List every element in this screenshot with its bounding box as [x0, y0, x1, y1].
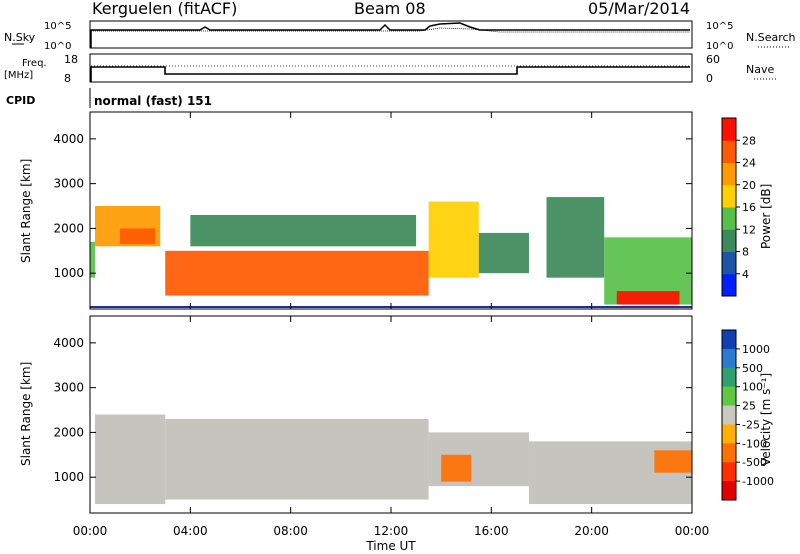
velocity-colorbar-swatch-1	[722, 348, 736, 369]
nsky-tick-bottom: 10^0	[44, 41, 71, 52]
velocity-colorbar-swatch-3	[722, 386, 736, 407]
beam-title: Beam 08	[354, 0, 426, 18]
nsky-label: N.Sky	[4, 31, 36, 44]
power-y-tick-label-1: 2000	[53, 221, 84, 235]
station-title: Kerguelen (fitACF)	[92, 0, 237, 18]
velocity-region-1	[165, 418, 429, 500]
freq-label: Freq.	[22, 58, 47, 69]
power-y-tick-label-2: 3000	[53, 177, 84, 191]
velocity-y-tick-label-1: 2000	[53, 425, 84, 439]
velocity-colorbar-label-2: 100	[742, 381, 763, 394]
velocity-colorbar-swatch-7	[722, 462, 736, 482]
velocity-colorbar-label-0: 1000	[742, 343, 770, 356]
power-y-tick-label-3: 4000	[53, 132, 84, 146]
nsearch-tick-bottom: 10^0	[706, 41, 733, 52]
velocity-y-label: Slant Range [km]	[19, 362, 33, 466]
x-tick-label-5: 20:00	[574, 524, 609, 538]
x-tick-label-4: 16:00	[474, 524, 509, 538]
x-tick-label-6: 00:00	[675, 524, 710, 538]
velocity-colorbar-swatch-4	[722, 405, 736, 425]
power-colorbar-swatch-5	[722, 162, 736, 186]
power-colorbar-label-6: 28	[742, 134, 756, 147]
velocity-colorbar-swatch-6	[722, 443, 736, 463]
cpid-label: CPID	[6, 94, 35, 107]
power-colorbar: 4 8 12 16 20 24 28	[721, 117, 756, 297]
power-colorbar-swatch-4	[722, 184, 736, 208]
power-colorbar-swatch-2	[722, 229, 736, 252]
sky-search-panel: N.Sky 10^5 10^0 10^5 10^0 N.Search	[4, 20, 796, 52]
power-y-label: Slant Range [km]	[19, 159, 33, 263]
power-colorbar-swatch-0	[722, 273, 736, 297]
x-tick-label-3: 12:00	[374, 524, 409, 538]
nave-label: Nave	[746, 63, 774, 76]
freq-nave-panel: Freq. [MHz] 18 8 60 0 Nave	[4, 53, 776, 85]
velocity-y-tick-label-2: 3000	[53, 381, 84, 395]
velocity-panel: 1000 2000 3000 4000 Slant Range [km] 1000 50…	[19, 315, 774, 514]
nsky-trace	[90, 22, 690, 48]
velocity-colorbar-label-4: -25	[742, 418, 760, 431]
velocity-y-tick-label-0: 1000	[53, 470, 84, 484]
velocity-colorbar-label-5: -100	[742, 437, 767, 450]
velocity-colorbar-swatch-5	[722, 424, 736, 444]
x-tick-label-2: 08:00	[273, 524, 308, 538]
velocity-region-0	[95, 414, 166, 505]
nsearch-tick-top: 10^5	[706, 21, 733, 32]
velocity-colorbar-frame	[721, 329, 737, 501]
freq-unit: [MHz]	[4, 70, 33, 81]
power-colorbar-label-5: 24	[742, 157, 756, 170]
velocity-region-3	[441, 454, 472, 482]
power-colorbar-label-2: 12	[742, 223, 756, 236]
x-axis: 00:00 04:00 08:00 12:00 16:00 20:00 00:00	[73, 112, 710, 538]
velocity-colorbar-label-6: -500	[742, 456, 767, 469]
power-region-5	[428, 201, 479, 278]
velocity-colorbar-label: Velocity [m s⁻¹]	[759, 373, 773, 466]
freq-tick-bottom: 8	[64, 72, 71, 85]
nave-tick-top: 60	[706, 53, 720, 66]
power-colorbar-swatch-7	[722, 118, 736, 141]
power-y-tick-label-0: 1000	[53, 266, 84, 280]
x-tick-label-1: 04:00	[173, 524, 208, 538]
velocity-data-layer	[95, 414, 692, 505]
velocity-colorbar: 1000 500 100 25 -25 -100 -500 -1000	[721, 329, 774, 501]
power-region-0	[90, 241, 96, 278]
power-colorbar-label-1: 8	[742, 246, 749, 259]
power-colorbar-label: Power [dB]	[759, 184, 773, 249]
date-title: 05/Mar/2014	[588, 0, 690, 18]
power-colorbar-swatch-3	[722, 207, 736, 230]
power-panel: 1000 2000 3000 4000 Slant Range [km] 4 8 12 16…	[19, 111, 773, 310]
power-colorbar-swatch-1	[722, 251, 736, 275]
cpid-value: normal (fast) 151	[94, 94, 212, 108]
power-region-7	[546, 197, 605, 278]
power-colorbar-label-0: 4	[742, 268, 749, 281]
power-region-2	[120, 228, 156, 245]
freq-tick-top: 18	[64, 53, 78, 66]
nsearch-label: N.Search	[746, 31, 796, 44]
velocity-y-ticks: 1000 2000 3000 4000	[53, 336, 692, 484]
x-axis-label: Time UT	[365, 539, 416, 553]
power-region-4	[190, 214, 417, 247]
velocity-colorbar-swatch-0	[722, 330, 736, 350]
x-tick-label-0: 00:00	[73, 524, 108, 538]
power-region-6	[478, 232, 529, 274]
power-region-9	[616, 291, 680, 305]
nave-tick-bottom: 0	[706, 72, 713, 85]
power-region-3	[165, 250, 429, 296]
power-colorbar-label-3: 16	[742, 201, 756, 214]
velocity-colorbar-swatch-2	[722, 367, 736, 388]
velocity-region-5	[654, 450, 692, 473]
freq-trace	[90, 66, 690, 82]
velocity-colorbar-label-3: 25	[742, 400, 756, 413]
nsky-tick-top: 10^5	[44, 21, 71, 32]
power-colorbar-swatch-6	[722, 140, 736, 163]
velocity-colorbar-label-1: 500	[742, 362, 763, 375]
power-y-ticks: 1000 2000 3000 4000	[53, 132, 692, 280]
velocity-colorbar-swatch-8	[722, 481, 736, 501]
nsearch-trace	[91, 27, 690, 33]
power-colorbar-label-4: 20	[742, 179, 756, 192]
velocity-y-tick-label-3: 4000	[53, 336, 84, 350]
power-data-layer	[90, 197, 692, 305]
velocity-colorbar-label-7: -1000	[742, 475, 774, 488]
